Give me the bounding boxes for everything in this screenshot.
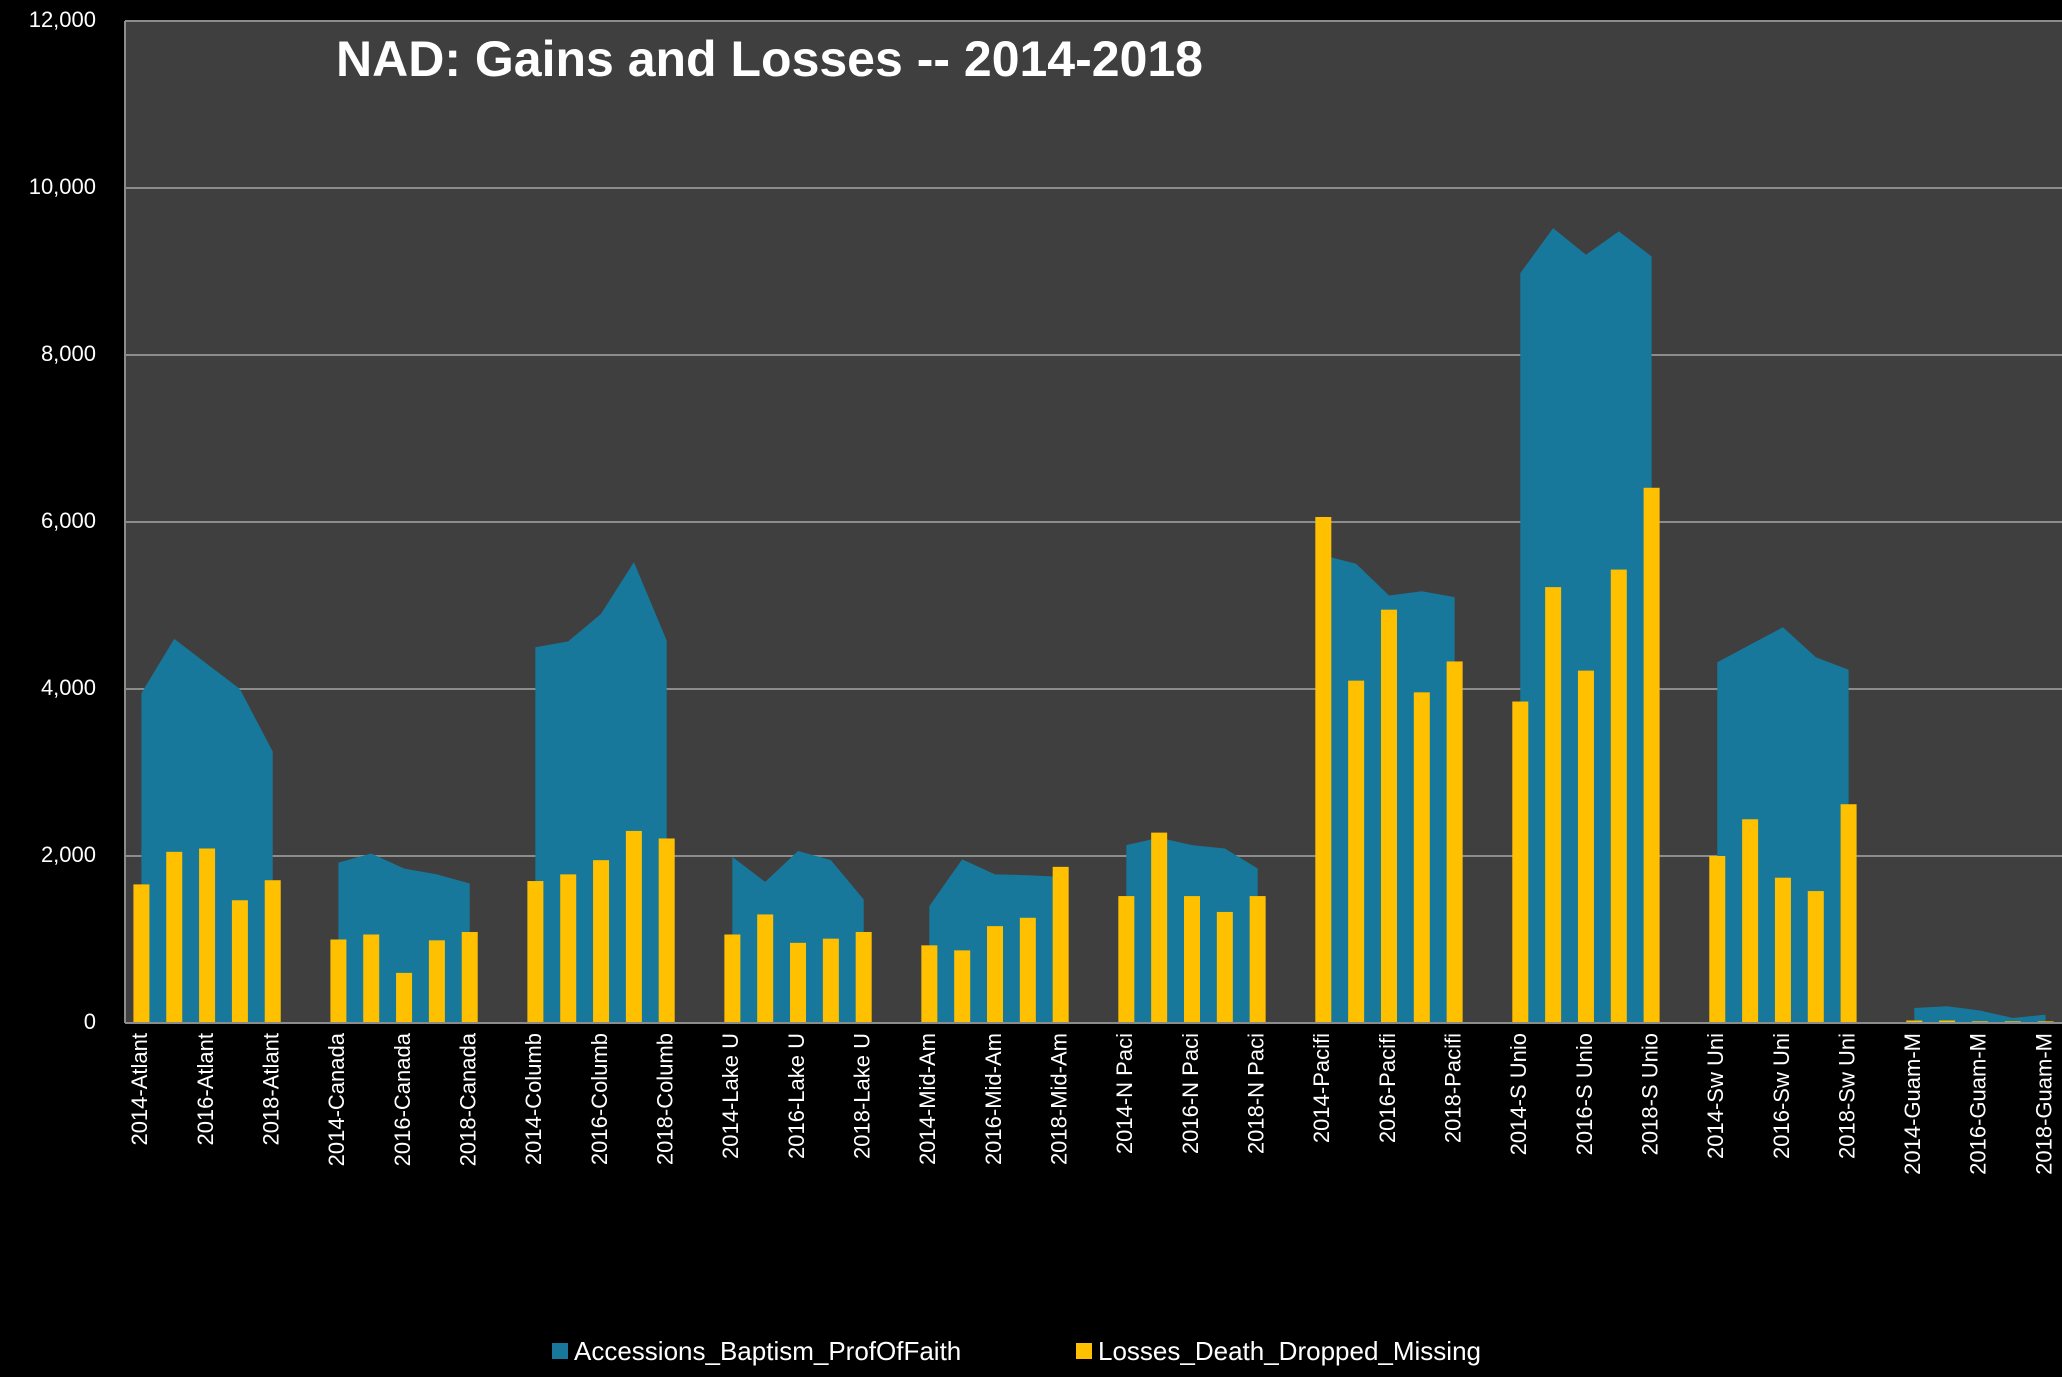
- bar: [790, 942, 807, 1023]
- bar: [1742, 819, 1759, 1023]
- x-tick-label: 2016-Sw Uni: [1769, 1033, 1794, 1159]
- y-tick-label: 12,000: [29, 7, 96, 32]
- bar: [724, 934, 741, 1023]
- bar: [1774, 877, 1791, 1023]
- x-tick-label: 2014-Pacifi: [1309, 1033, 1334, 1143]
- legend-swatch: [1076, 1343, 1092, 1359]
- bar: [822, 938, 839, 1023]
- x-tick-label: 2016-Canada: [390, 1032, 415, 1166]
- y-tick-label: 10,000: [29, 174, 96, 199]
- bar: [1545, 587, 1562, 1023]
- x-tick-label: 2016-S Unio: [1572, 1033, 1597, 1155]
- bar: [330, 939, 347, 1023]
- bar: [1577, 670, 1594, 1023]
- bar: [560, 874, 577, 1023]
- y-tick-label: 4,000: [41, 675, 96, 700]
- bar: [1151, 832, 1168, 1023]
- x-tick-label: 2016-Lake U: [784, 1033, 809, 1159]
- bar: [527, 881, 544, 1023]
- x-tick-label: 2016-N Paci: [1178, 1033, 1203, 1154]
- y-tick-label: 2,000: [41, 842, 96, 867]
- bar: [757, 914, 774, 1023]
- x-tick-label: 2016-Pacifi: [1375, 1033, 1400, 1143]
- x-tick-label: 2018-S Unio: [1637, 1033, 1662, 1155]
- bar: [166, 851, 183, 1023]
- bar: [1216, 911, 1233, 1023]
- bar: [1413, 692, 1430, 1023]
- bar: [625, 830, 642, 1023]
- x-tick-label: 2018-Canada: [456, 1032, 481, 1166]
- bar: [1446, 661, 1463, 1023]
- bar: [1380, 609, 1397, 1023]
- bar: [1348, 680, 1365, 1023]
- bar: [921, 945, 938, 1023]
- legend-swatch: [552, 1343, 568, 1359]
- x-tick-label: 2016-Columb: [587, 1033, 612, 1165]
- x-tick-label: 2014-Atlant: [127, 1033, 152, 1146]
- legend-label: Losses_Death_Dropped_Missing: [1098, 1336, 1481, 1366]
- area: [1914, 1006, 2046, 1023]
- legend-label: Accessions_Baptism_ProfOfFaith: [574, 1336, 961, 1366]
- bar: [1019, 917, 1036, 1023]
- x-tick-label: 2014-Mid-Am: [915, 1033, 940, 1165]
- bar: [658, 838, 675, 1023]
- x-tick-label: 2014-Guam-M: [1900, 1033, 1925, 1175]
- bar: [1052, 866, 1069, 1023]
- x-tick-label: 2018-Atlant: [259, 1033, 284, 1146]
- bar: [1610, 569, 1627, 1023]
- x-tick-label: 2016-Guam-M: [1966, 1033, 1991, 1175]
- bar: [363, 934, 380, 1023]
- bar: [1807, 891, 1824, 1023]
- bar: [1939, 1020, 1956, 1023]
- bar: [396, 972, 413, 1023]
- x-tick-label: 2014-Canada: [324, 1032, 349, 1166]
- bar: [1118, 896, 1135, 1023]
- bar: [1512, 701, 1529, 1023]
- y-tick-label: 8,000: [41, 341, 96, 366]
- bar: [461, 931, 478, 1023]
- bar: [428, 940, 445, 1023]
- x-tick-label: 2016-Mid-Am: [981, 1033, 1006, 1165]
- bar: [1183, 896, 1200, 1023]
- bar: [199, 848, 216, 1023]
- x-tick-label: 2018-Pacifi: [1440, 1033, 1465, 1143]
- x-tick-label: 2018-Guam-M: [2031, 1033, 2056, 1175]
- bar: [1709, 856, 1726, 1023]
- bar: [593, 860, 610, 1023]
- x-tick-label: 2014-S Unio: [1506, 1033, 1531, 1155]
- x-tick-label: 2016-Atlant: [193, 1033, 218, 1146]
- y-tick-label: 6,000: [41, 508, 96, 533]
- bar: [264, 880, 281, 1023]
- x-tick-label: 2018-Sw Uni: [1834, 1033, 1859, 1159]
- x-tick-label: 2018-N Paci: [1243, 1033, 1268, 1154]
- bar: [1840, 804, 1857, 1023]
- x-tick-label: 2014-Lake U: [718, 1033, 743, 1159]
- bar: [133, 884, 150, 1023]
- bar: [987, 926, 1004, 1023]
- bar: [1315, 516, 1332, 1023]
- x-tick-label: 2014-Sw Uni: [1703, 1033, 1728, 1159]
- bar: [1906, 1020, 1923, 1023]
- x-tick-label: 2014-N Paci: [1112, 1033, 1137, 1154]
- x-tick-label: 2018-Mid-Am: [1046, 1033, 1071, 1165]
- x-tick-label: 2018-Lake U: [849, 1033, 874, 1159]
- x-tick-label: 2018-Columb: [653, 1033, 678, 1165]
- bar: [855, 931, 872, 1023]
- x-tick-label: 2014-Columb: [521, 1033, 546, 1165]
- chart-title: NAD: Gains and Losses -- 2014-2018: [336, 31, 1203, 87]
- bar: [231, 900, 248, 1023]
- y-tick-label: 0: [84, 1009, 96, 1034]
- bar: [954, 950, 971, 1023]
- bar: [1643, 487, 1660, 1023]
- bar: [1249, 896, 1266, 1023]
